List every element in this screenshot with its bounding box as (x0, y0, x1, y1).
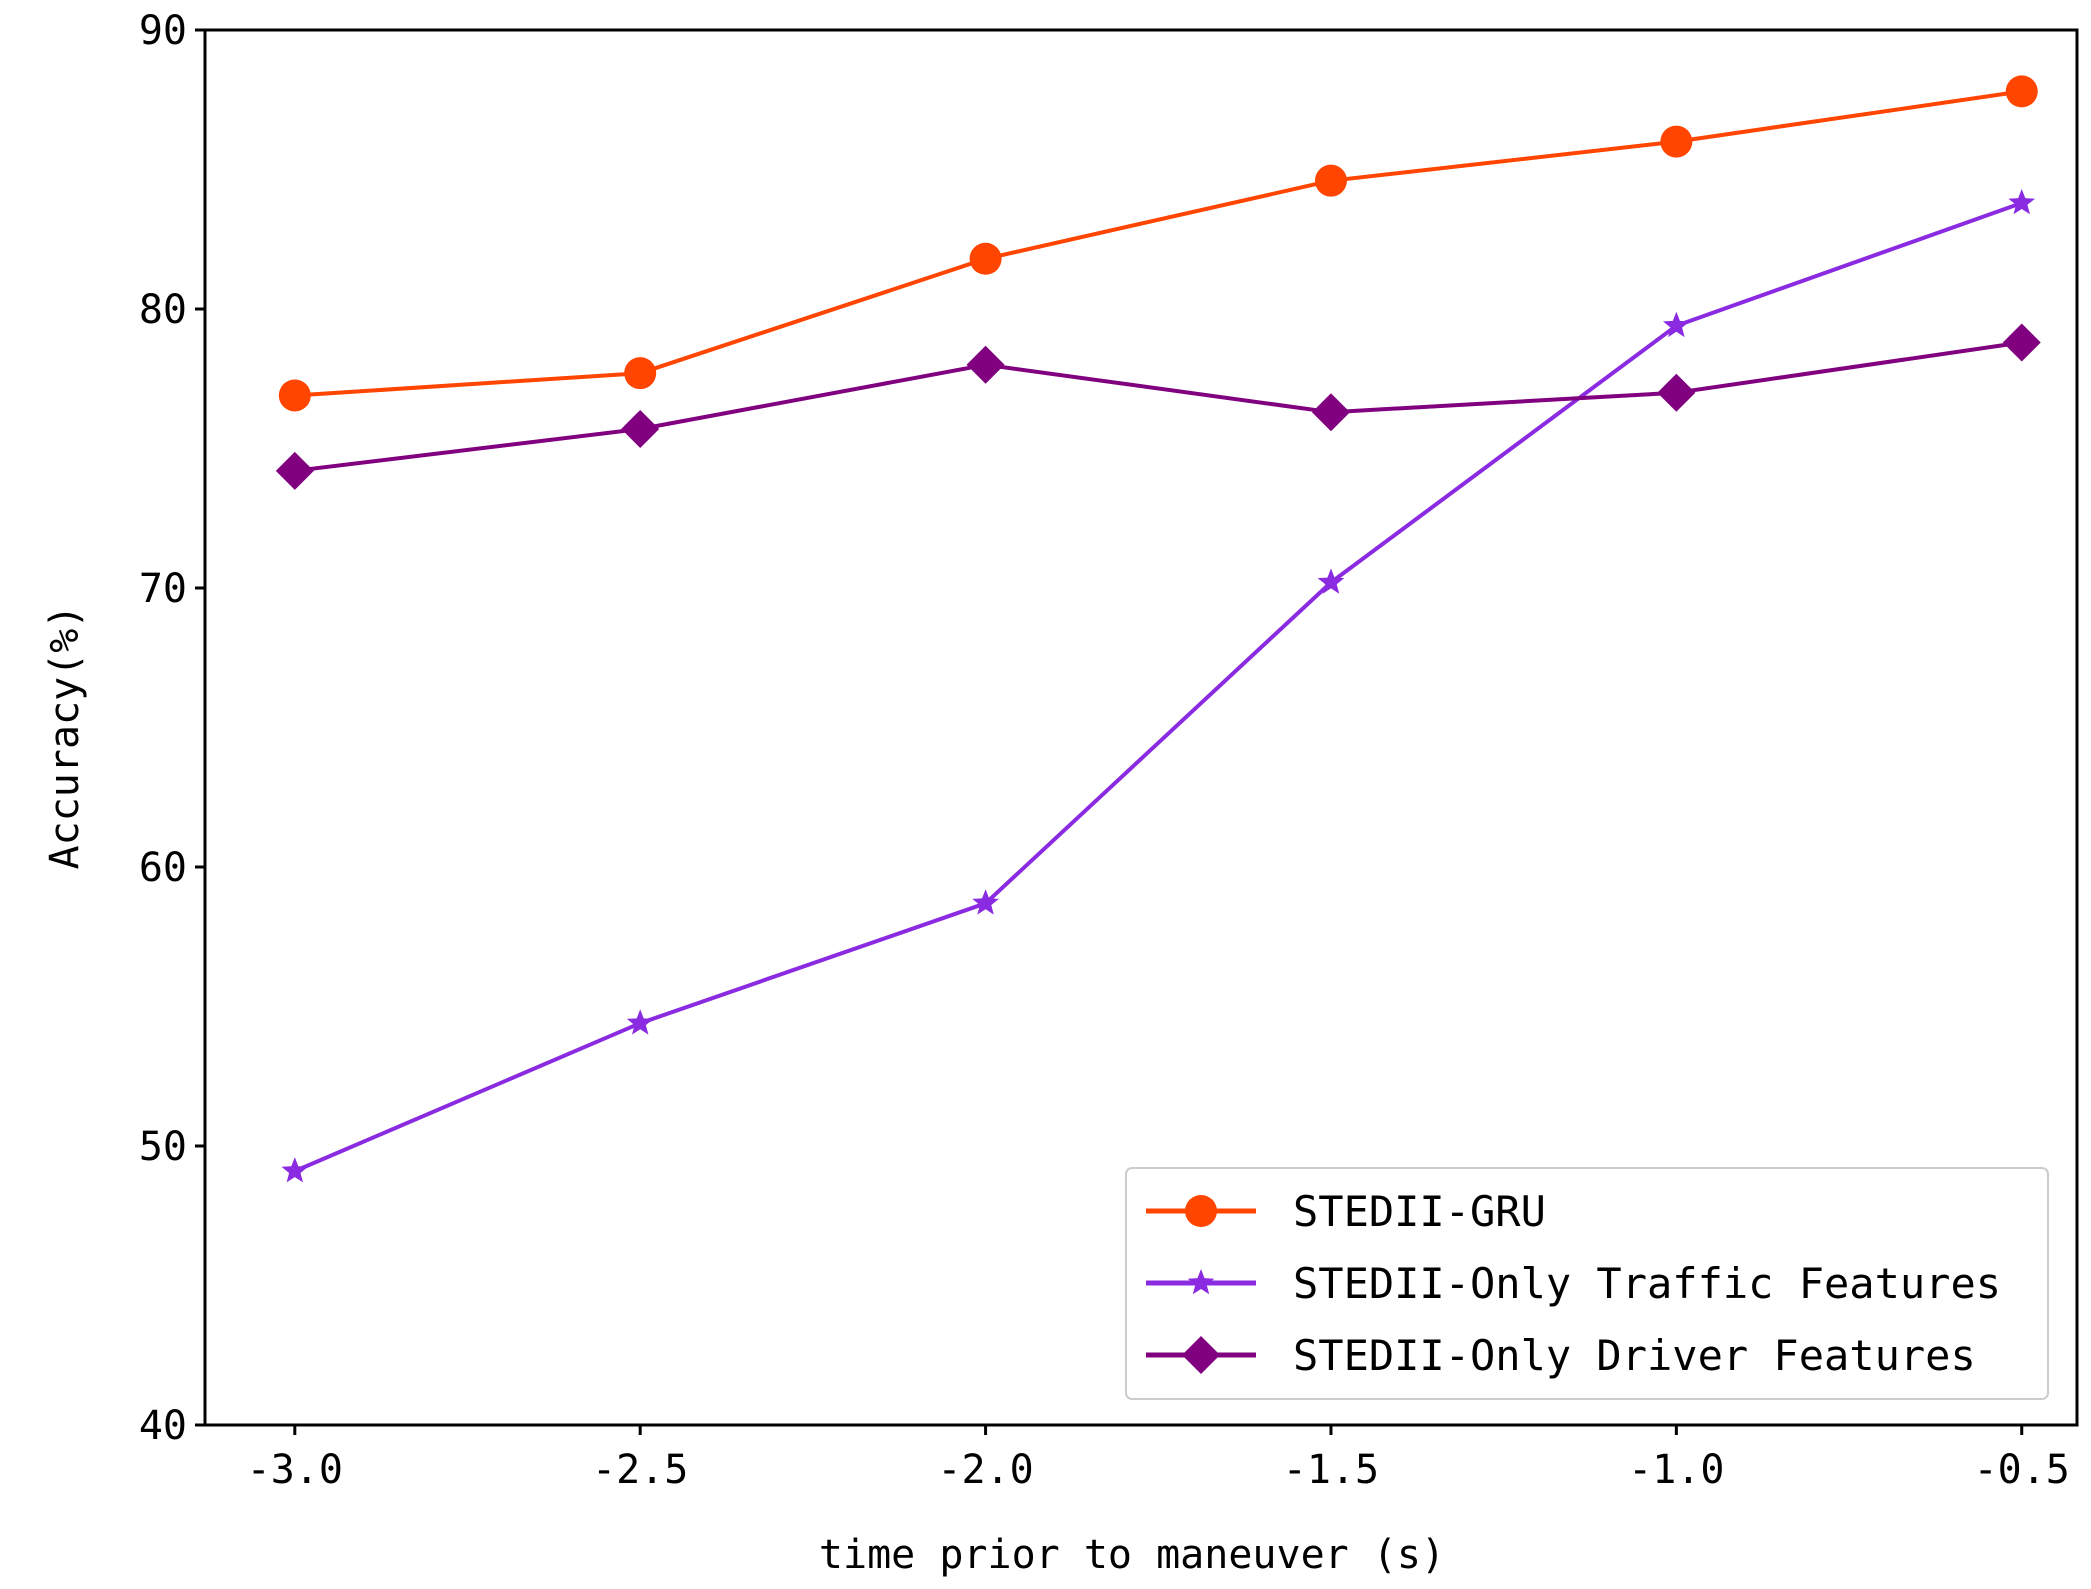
data-point-stedii-only-traffic-features-2 (972, 889, 999, 915)
legend-label-stedii-only-traffic-features: STEDII-Only Traffic Features (1293, 1259, 2001, 1308)
legend-marker-shape-stedii-gru (1185, 1195, 1217, 1227)
y-tick-label-40: 40 (139, 1403, 187, 1449)
x-axis-label: time prior to maneuver (s) (819, 1532, 1445, 1578)
data-point-stedii-only-traffic-features-4 (1663, 311, 1690, 338)
y-axis-label: Accuracy(%) (42, 605, 88, 870)
series-stedii-only-driver-features (275, 323, 2041, 490)
data-point-stedii-gru-3 (1314, 164, 1347, 197)
data-point-stedii-only-driver-features-2 (966, 345, 1005, 384)
series-line-stedii-gru (294, 89, 2022, 398)
series-stedii-gru (278, 75, 2038, 412)
data-point-stedii-only-traffic-features-1 (626, 1009, 654, 1035)
legend: STEDII-GRU STEDII-Only Traffic Features … (1125, 1167, 2049, 1400)
data-point-stedii-only-driver-features-0 (275, 451, 314, 490)
legend-marker-stedii-gru (1185, 1195, 1217, 1227)
y-tick-label-80: 80 (139, 287, 187, 333)
legend-marker-shape-stedii-only-driver-features (1182, 1336, 1220, 1374)
data-point-stedii-only-traffic-features-5 (2008, 189, 2036, 215)
data-point-stedii-gru-2 (969, 242, 1002, 275)
data-point-stedii-only-driver-features-3 (1311, 393, 1350, 432)
data-point-stedii-only-driver-features-5 (2002, 323, 2041, 362)
data-point-stedii-only-traffic-features-3 (1317, 568, 1345, 594)
data-point-stedii-gru-4 (1660, 125, 1693, 158)
legend-entry-stedii-only-traffic-features: STEDII-Only Traffic Features (1146, 1259, 2001, 1308)
legend-entry-stedii-only-driver-features: STEDII-Only Driver Features (1146, 1331, 1976, 1380)
data-point-stedii-gru-0 (278, 379, 311, 412)
x-tick-label-4: -1.0 (1628, 1447, 1724, 1493)
data-point-stedii-only-traffic-features-0 (281, 1157, 309, 1183)
y-tick-label-70: 70 (139, 566, 187, 612)
series-stedii-only-traffic-features (281, 189, 2036, 1183)
data-point-stedii-gru-5 (2005, 75, 2038, 108)
x-tick-label-3: -1.5 (1283, 1447, 1379, 1493)
data-point-stedii-only-driver-features-4 (1657, 373, 1696, 412)
x-tick-label-0: -3.0 (247, 1447, 343, 1493)
y-tick-label-90: 90 (139, 8, 187, 54)
plot-frame (203, 28, 2079, 1427)
x-tick-label-1: -2.5 (592, 1447, 688, 1493)
series-line-stedii-only-traffic-features (294, 201, 2023, 1173)
axes-layer: 40 50 60 70 80 90 -3.0 -2.5 -2.0 -1.5 -1.0 -0.5 (139, 8, 2079, 1493)
legend-label-stedii-only-driver-features: STEDII-Only Driver Features (1293, 1331, 1976, 1380)
legend-marker-shape-stedii-only-traffic-features (1187, 1269, 1215, 1295)
x-tick-label-5: -0.5 (1974, 1447, 2070, 1493)
x-tick-label-2: -2.0 (937, 1447, 1033, 1493)
series-layer (275, 75, 2041, 1183)
data-point-stedii-gru-1 (624, 357, 657, 390)
legend-label-stedii-gru: STEDII-GRU (1293, 1187, 1546, 1236)
legend-frame (1125, 1167, 2049, 1400)
legend-entry-stedii-gru: STEDII-GRU (1146, 1187, 1546, 1236)
legend-marker-stedii-only-driver-features (1182, 1336, 1220, 1374)
y-tick-label-50: 50 (139, 1124, 187, 1170)
data-point-stedii-only-driver-features-1 (621, 409, 660, 448)
y-tick-label-60: 60 (139, 845, 187, 891)
legend-marker-stedii-only-traffic-features (1187, 1269, 1215, 1295)
series-line-stedii-only-driver-features (294, 340, 2022, 473)
